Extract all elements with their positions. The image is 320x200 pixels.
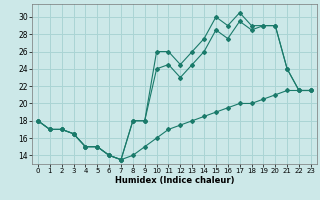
X-axis label: Humidex (Indice chaleur): Humidex (Indice chaleur) [115,176,234,185]
